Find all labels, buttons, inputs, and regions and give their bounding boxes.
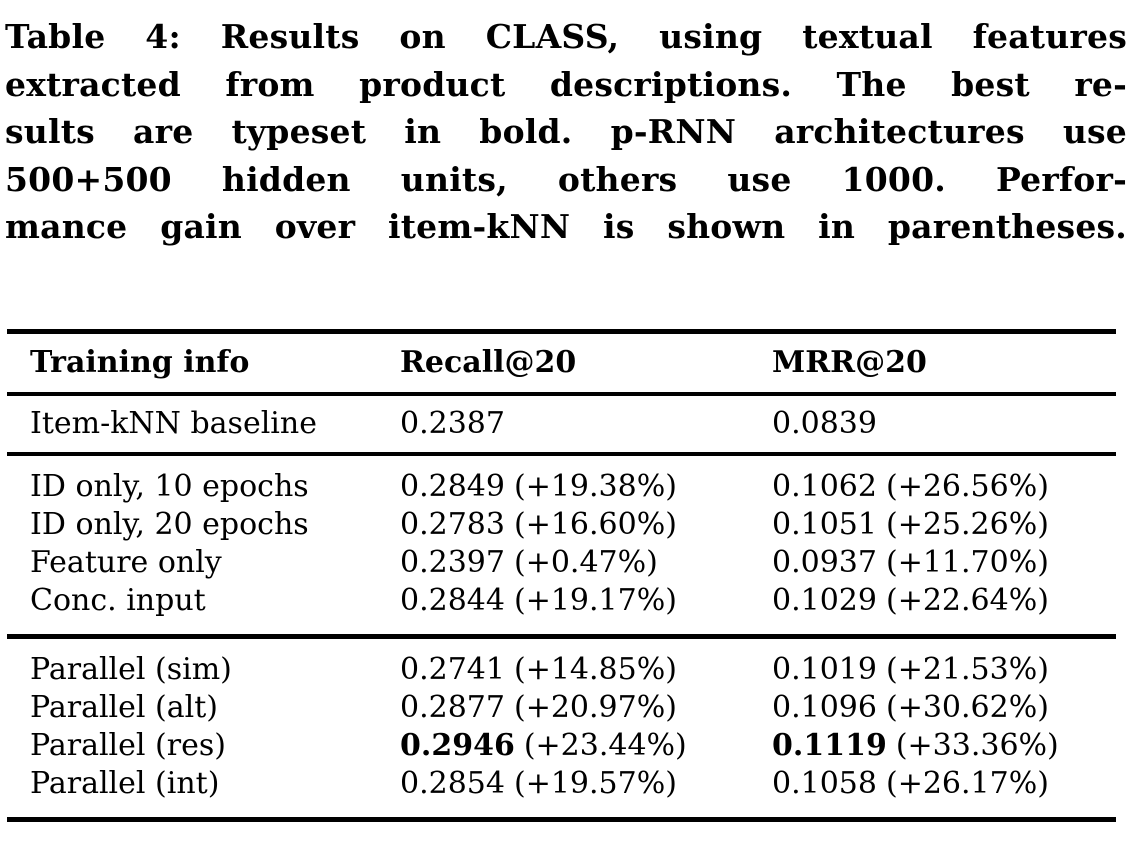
table-caption: Table 4: Results on CLASS, using textual… <box>5 13 1127 251</box>
table-row: Feature only 0.2397 (+0.47%) 0.0937 (+11.7… <box>7 544 1116 582</box>
recall-value-best: 0.2946 <box>400 727 515 763</box>
mrr-value: 0.1062 <box>772 468 877 504</box>
recall-cell: 0.2741 (+14.85%) <box>400 636 772 689</box>
table-row: Parallel (alt) 0.2877 (+20.97%) 0.1096 (+3… <box>7 689 1116 727</box>
mrr-gain: (+21.53%) <box>885 651 1049 687</box>
recall-gain: (+19.38%) <box>513 468 677 504</box>
table-row-baseline: Item-kNN baseline 0.2387 0.0839 <box>7 394 1116 454</box>
row-label-cell: Parallel (res) <box>30 727 226 763</box>
recall-gain: (+20.97%) <box>513 689 677 725</box>
row-label-cell: Parallel (alt) <box>30 689 218 725</box>
row-label-cell: Item-kNN baseline <box>30 405 317 441</box>
recall-cell: 0.2877 (+20.97%) <box>400 689 772 727</box>
mrr-value: 0.1029 <box>772 582 877 618</box>
mrr-gain: (+33.36%) <box>895 727 1059 763</box>
col-header-training-info: Training info <box>30 344 250 380</box>
table-header: Training info Recall@20 MRR@20 <box>7 331 1116 394</box>
table-row: ID only, 20 epochs 0.2783 (+16.60%) 0.105… <box>7 506 1116 544</box>
caption-line: mance gain over item-kNN is shown in par… <box>5 207 1127 246</box>
recall-cell: 0.2946 (+23.44%) <box>400 727 772 765</box>
mrr-gain: (+26.56%) <box>885 468 1049 504</box>
mrr-gain: (+26.17%) <box>885 765 1049 801</box>
recall-value: 0.2387 <box>400 405 505 441</box>
recall-cell: 0.2854 (+19.57%) <box>400 765 772 820</box>
table-row: Parallel (sim) 0.2741 (+14.85%) 0.1019 (+2… <box>7 636 1116 689</box>
mrr-value: 0.1058 <box>772 765 877 801</box>
mrr-value: 0.1096 <box>772 689 877 725</box>
recall-cell: 0.2849 (+19.38%) <box>400 454 772 506</box>
mrr-cell: 0.1019 (+21.53%) <box>772 636 1116 689</box>
table-row-best: Parallel (res) 0.2946 (+23.44%) 0.1119 (+3… <box>7 727 1116 765</box>
single-model-section: ID only, 10 epochs 0.2849 (+19.38%) 0.106… <box>7 454 1116 637</box>
recall-value: 0.2783 <box>400 506 505 542</box>
mrr-value: 0.0937 <box>772 544 877 580</box>
mrr-cell: 0.1096 (+30.62%) <box>772 689 1116 727</box>
recall-gain: (+14.85%) <box>513 651 677 687</box>
recall-gain: (+19.17%) <box>513 582 677 618</box>
baseline-section: Item-kNN baseline 0.2387 0.0839 <box>7 394 1116 454</box>
row-label-cell: Parallel (int) <box>30 765 220 801</box>
mrr-cell: 0.0839 <box>772 394 1116 454</box>
recall-gain: (+23.44%) <box>523 727 687 763</box>
recall-value: 0.2741 <box>400 651 505 687</box>
recall-gain: (+19.57%) <box>513 765 677 801</box>
mrr-value: 0.0839 <box>772 405 877 441</box>
results-table: Training info Recall@20 MRR@20 Item-kNN … <box>7 328 1116 822</box>
recall-value: 0.2877 <box>400 689 505 725</box>
mrr-cell: 0.1119 (+33.36%) <box>772 727 1116 765</box>
recall-cell: 0.2783 (+16.60%) <box>400 506 772 544</box>
recall-value: 0.2397 <box>400 544 505 580</box>
mrr-cell: 0.1051 (+25.26%) <box>772 506 1116 544</box>
recall-cell: 0.2844 (+19.17%) <box>400 582 772 637</box>
mrr-gain: (+25.26%) <box>885 506 1049 542</box>
caption-line: Table 4: Results on CLASS, using textual… <box>5 17 1127 56</box>
recall-cell: 0.2387 <box>400 394 772 454</box>
mrr-cell: 0.1029 (+22.64%) <box>772 582 1116 637</box>
recall-value: 0.2849 <box>400 468 505 504</box>
mrr-gain: (+22.64%) <box>885 582 1049 618</box>
mrr-cell: 0.1058 (+26.17%) <box>772 765 1116 820</box>
table-row: Conc. input 0.2844 (+19.17%) 0.1029 (+22.6… <box>7 582 1116 637</box>
row-label-cell: Parallel (sim) <box>30 651 232 687</box>
table-row: Parallel (int) 0.2854 (+19.57%) 0.1058 (+2… <box>7 765 1116 820</box>
caption-line: extracted from product descriptions. The… <box>5 64 1127 104</box>
row-label-cell: Feature only <box>30 544 222 580</box>
row-label-cell: Conc. input <box>30 582 206 618</box>
row-label-cell: ID only, 20 epochs <box>30 506 309 542</box>
mrr-value: 0.1019 <box>772 651 877 687</box>
mrr-gain: (+11.70%) <box>885 544 1049 580</box>
caption-line: 500+500 hidden units, others use 1000. P… <box>5 159 1127 199</box>
table-row: ID only, 10 epochs 0.2849 (+19.38%) 0.106… <box>7 454 1116 506</box>
mrr-cell: 0.1062 (+26.56%) <box>772 454 1116 506</box>
mrr-value: 0.1051 <box>772 506 877 542</box>
recall-gain: (+16.60%) <box>513 506 677 542</box>
caption-line: sults are typeset in bold. p-RNN archite… <box>5 112 1127 151</box>
mrr-value-best: 0.1119 <box>772 727 887 763</box>
recall-cell: 0.2397 (+0.47%) <box>400 544 772 582</box>
row-label-cell: ID only, 10 epochs <box>30 468 309 504</box>
recall-value: 0.2854 <box>400 765 505 801</box>
recall-gain: (+0.47%) <box>513 544 658 580</box>
col-header-recall20: Recall@20 <box>400 344 577 380</box>
header-row: Training info Recall@20 MRR@20 <box>7 331 1116 394</box>
mrr-gain: (+30.62%) <box>885 689 1049 725</box>
mrr-cell: 0.0937 (+11.70%) <box>772 544 1116 582</box>
paper-table-figure: Table 4: Results on CLASS, using textual… <box>0 13 1136 846</box>
col-header-mrr20: MRR@20 <box>772 344 927 380</box>
recall-value: 0.2844 <box>400 582 505 618</box>
parallel-section: Parallel (sim) 0.2741 (+14.85%) 0.1019 (+2… <box>7 636 1116 819</box>
